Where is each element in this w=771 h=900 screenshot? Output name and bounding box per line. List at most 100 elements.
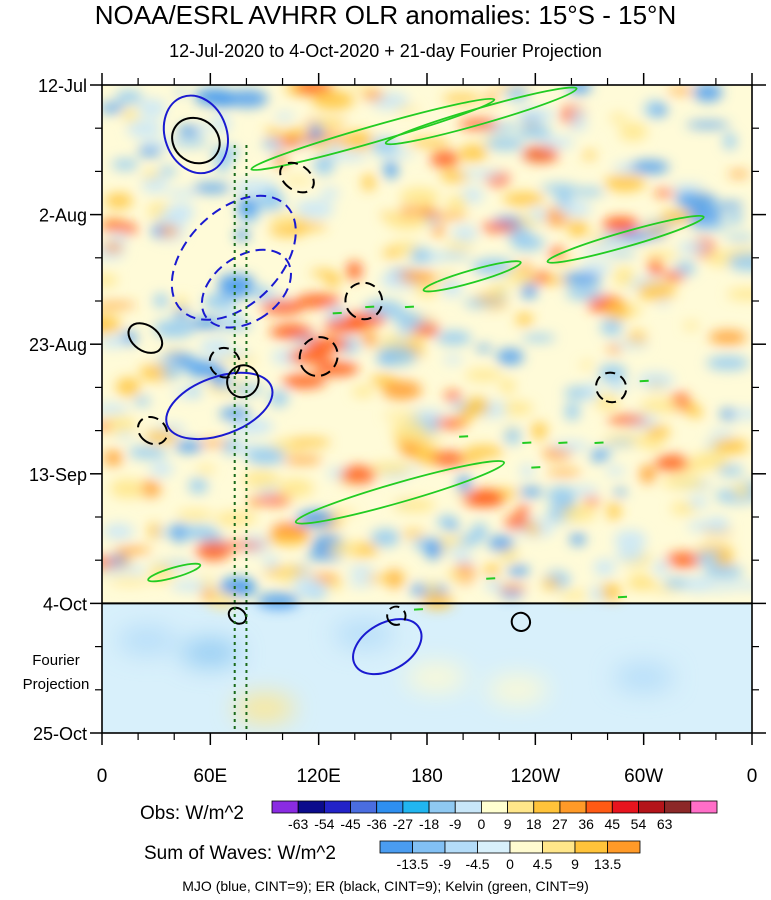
field-patch [604,174,646,192]
field-patch [526,522,541,536]
field-patch [436,515,457,529]
y-tick-label: 4-Oct [43,594,87,614]
field-patch [567,219,589,238]
field-patch [424,540,443,560]
kelvin-contour [294,460,505,525]
x-tick-label: 0 [97,766,108,787]
field-patch [210,95,236,108]
field-patch [600,318,623,336]
field-patch [279,569,297,584]
waves-colorbar-swatch [444,840,478,854]
chart-subtitle: 12-Jul-2020 to 4-Oct-2020 + 21-day Fouri… [169,41,602,61]
field-patch [453,553,474,564]
field-patch [269,324,314,339]
field-patch [521,334,556,342]
obs-colorbar-swatch [402,800,430,814]
field-patch [502,192,545,206]
field-patch [601,219,633,231]
field-patch [237,196,259,217]
colorbars: -63 -54 -45 -36 -27 -18 -9 0 9 18 27 36 45 54 63-13.5-… [271,800,718,872]
field-patch [582,151,597,160]
field-patch [256,592,300,610]
field-patch [579,361,595,369]
x-tick-label: 0 [747,766,758,787]
field-patch [406,138,450,147]
field-patch [653,189,676,197]
field-patch [562,272,603,286]
field-patch [102,315,121,335]
field-patch [116,377,141,397]
obs-colorbar-tick: 18 [526,816,542,832]
field-patch [370,528,400,547]
kelvin-fragment [365,305,375,309]
field-patch [382,248,402,258]
field-patch [248,286,273,298]
field-patch [346,261,363,281]
field-patch [203,293,235,311]
field-patch [499,378,516,394]
kelvin-contour [147,562,202,583]
field-patch [174,440,203,453]
field-patch [570,485,599,496]
field-patch [546,469,582,476]
field-patch [311,90,355,110]
field-patch [390,420,428,438]
field-patch [425,213,469,220]
field-patch [442,93,482,104]
waves-colorbar-swatch [574,840,608,854]
field-patch [218,274,255,289]
field-patch [127,565,147,575]
field-patch [104,193,133,209]
field-patch [430,150,460,168]
field-patch [479,222,519,233]
field-patch [642,251,680,260]
field-patch [443,355,463,364]
field-patch [108,555,129,564]
field-patch [102,242,124,253]
field-patch [656,299,670,307]
field-patch [232,179,277,195]
field-patch [305,337,350,352]
field-patch [569,533,586,546]
field-patch [407,409,446,422]
kelvin-contour [422,260,522,293]
field-patch [639,399,682,414]
er-contour [227,606,248,625]
field-patch [618,122,648,142]
field-patch [475,344,492,352]
field-patch [615,548,646,563]
field-patch [121,223,138,235]
field-patch [214,511,257,527]
field-patch [485,136,525,151]
field-patch [288,437,331,447]
obs-colorbar-tick: 63 [657,816,673,832]
field-patch [230,417,274,436]
kelvin-contour [250,97,496,171]
field-patch [325,273,342,287]
field-patch [313,155,335,175]
field-patch [177,125,200,136]
field-patch [399,187,440,207]
field-patch [243,470,280,489]
field-patch [627,574,654,591]
obs-colorbar-swatch [611,800,639,814]
field-patch [410,247,431,264]
field-patch [620,230,654,242]
field-patch [484,563,500,578]
field-patch [459,144,488,162]
obs-colorbar-swatch [323,800,351,814]
field-patch [214,154,231,173]
field-patch [584,497,600,506]
field-patch [351,386,375,398]
field-patch [424,581,439,594]
field-patch [153,319,196,338]
field-patch [605,301,631,321]
projection-label: Fourier [32,652,80,669]
field-patch [421,593,454,610]
obs-colorbar-label: Obs: W/m^2 [140,803,244,824]
field-patch [287,349,332,364]
obs-colorbar-swatch [297,800,325,814]
field-patch [326,509,358,516]
field-patch [499,589,524,599]
field-patch [709,429,734,439]
